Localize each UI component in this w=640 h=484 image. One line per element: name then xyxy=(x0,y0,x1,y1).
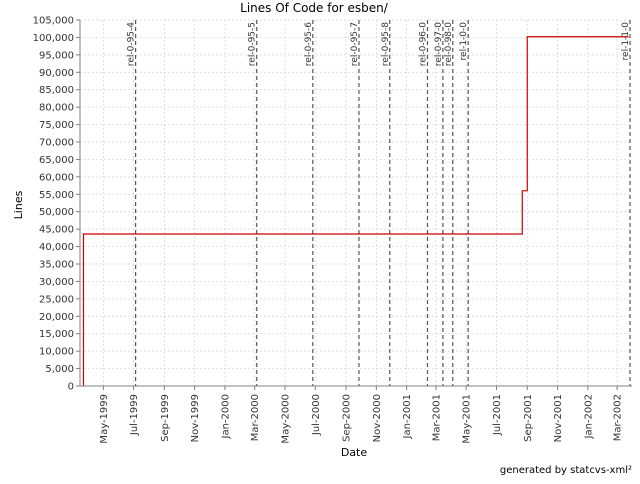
y-tick-label: 45,000 xyxy=(39,225,74,236)
y-tick-label: 60,000 xyxy=(39,172,74,183)
x-tick-label: Mar-2002 xyxy=(613,394,624,441)
generated-by-footer: generated by statcvs-xml² xyxy=(499,465,632,476)
axis-layer xyxy=(79,20,632,387)
y-tick-label: 40,000 xyxy=(39,242,74,253)
y-tick-label: 0 xyxy=(68,382,74,393)
grid-layer xyxy=(80,19,632,386)
y-tick-label: 75,000 xyxy=(39,120,74,131)
release-marker-label: rel-1-1-0 xyxy=(621,22,631,61)
y-tick-label: 30,000 xyxy=(39,277,74,288)
release-markers: rel-0-95-4 rel-0-95-5 rel-0-95-6 rel-0-95-7… xyxy=(127,20,631,386)
x-tick-label: May-2000 xyxy=(281,394,292,444)
x-tick-label: Sep-1999 xyxy=(160,394,171,442)
release-marker-label: rel-0-95-4 xyxy=(127,22,137,66)
release-marker-label: rel-0-97-0 xyxy=(434,22,444,66)
x-tick-label: Mar-2000 xyxy=(250,394,261,441)
y-tick-label: 10,000 xyxy=(39,347,74,358)
x-tick-label: May-2001 xyxy=(462,394,473,444)
release-marker-label: rel-0-96-0 xyxy=(418,22,428,66)
y-tick-label: 95,000 xyxy=(39,50,74,61)
y-tick-label: 55,000 xyxy=(39,190,74,201)
series-layer xyxy=(82,36,629,386)
chart-title: Lines Of Code for esben/ xyxy=(240,1,389,15)
x-tick-label: Jul-1999 xyxy=(129,394,140,436)
plot-area xyxy=(80,20,632,386)
x-tick-label: Jul-2001 xyxy=(492,394,503,436)
x-tick-label: Jan-2001 xyxy=(402,394,413,439)
y-tick-label: 100,000 xyxy=(33,33,74,44)
y-tick-label: 15,000 xyxy=(39,329,74,340)
x-tick-label: Mar-2001 xyxy=(431,394,442,441)
x-axis-label: Date xyxy=(341,446,368,459)
y-tick-label: 105,000 xyxy=(33,16,74,27)
x-tick-label: Nov-2000 xyxy=(372,394,383,442)
release-marker-label: rel-0-95-6 xyxy=(304,22,314,66)
y-tick-label: 50,000 xyxy=(39,207,74,218)
y-tick-label: 70,000 xyxy=(39,138,74,149)
y-tick-label: 5,000 xyxy=(45,364,74,375)
y-tick-label: 80,000 xyxy=(39,103,74,114)
x-tick-label: Jan-2002 xyxy=(583,394,594,439)
release-marker-label: rel-0-95-8 xyxy=(381,22,391,66)
y-axis-label: Lines xyxy=(12,190,25,219)
x-tick-label: May-1999 xyxy=(99,394,110,444)
y-ticks: 0 5,000 10,000 15,000 20,000 25,000 30,000 35,0… xyxy=(33,16,80,393)
release-marker-label: rel-1-0-0 xyxy=(459,22,469,61)
x-tick-label: Sep-2001 xyxy=(523,394,534,442)
y-tick-label: 25,000 xyxy=(39,294,74,305)
y-tick-label: 85,000 xyxy=(39,85,74,96)
x-tick-label: Jul-2000 xyxy=(311,394,322,436)
y-tick-label: 65,000 xyxy=(39,155,74,166)
y-tick-label: 35,000 xyxy=(39,260,74,271)
release-marker-label: rel-0-98-0 xyxy=(444,22,454,66)
y-tick-label: 90,000 xyxy=(39,68,74,79)
x-tick-label: Jan-2000 xyxy=(220,394,231,439)
release-marker-label: rel-0-95-7 xyxy=(350,22,360,66)
y-tick-label: 20,000 xyxy=(39,312,74,323)
x-tick-label: Sep-2000 xyxy=(342,394,353,442)
x-ticks: May-1999 Jul-1999 Sep-1999 Nov-1999 Jan-2000… xyxy=(99,386,624,444)
x-tick-label: Nov-2001 xyxy=(553,394,564,442)
loc-series-line xyxy=(82,36,629,386)
release-marker-label: rel-0-95-5 xyxy=(248,22,258,66)
x-tick-label: Nov-1999 xyxy=(190,394,201,442)
